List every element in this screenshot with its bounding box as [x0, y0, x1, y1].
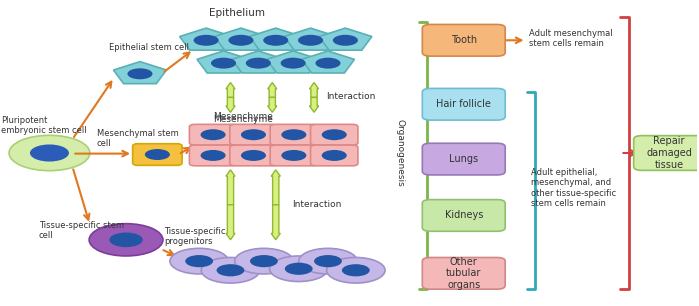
Circle shape	[241, 150, 266, 161]
Polygon shape	[232, 51, 284, 73]
Circle shape	[217, 264, 245, 276]
Polygon shape	[180, 28, 233, 50]
Text: Tissue-specific stem
cell: Tissue-specific stem cell	[39, 221, 124, 241]
Circle shape	[322, 129, 347, 140]
FancyBboxPatch shape	[189, 145, 237, 166]
FancyBboxPatch shape	[422, 257, 505, 289]
Circle shape	[280, 58, 305, 69]
Polygon shape	[266, 51, 319, 73]
Circle shape	[314, 255, 342, 267]
Text: Adult epithelial,
mesenchymal, and
other tissue-specific
stem cells remain: Adult epithelial, mesenchymal, and other…	[531, 168, 617, 208]
FancyArrow shape	[226, 205, 235, 240]
Circle shape	[315, 58, 340, 69]
Text: Pluripotent
embryonic stem cell: Pluripotent embryonic stem cell	[1, 116, 87, 135]
FancyArrow shape	[226, 170, 235, 205]
Circle shape	[241, 129, 266, 140]
Text: Mesenchyme: Mesenchyme	[213, 115, 273, 124]
Text: Kidneys: Kidneys	[445, 211, 483, 220]
Polygon shape	[250, 28, 302, 50]
Circle shape	[229, 35, 254, 46]
FancyBboxPatch shape	[189, 124, 237, 145]
Circle shape	[264, 35, 288, 46]
Polygon shape	[215, 28, 268, 50]
Circle shape	[201, 129, 226, 140]
Circle shape	[322, 150, 347, 161]
Circle shape	[170, 248, 229, 274]
Text: Other
tubular
organs: Other tubular organs	[446, 257, 482, 290]
Circle shape	[201, 257, 260, 283]
FancyBboxPatch shape	[271, 124, 317, 145]
FancyBboxPatch shape	[422, 88, 505, 120]
FancyArrow shape	[310, 83, 319, 97]
Text: Organogenesis: Organogenesis	[396, 119, 405, 187]
Text: Epithelium: Epithelium	[210, 8, 266, 18]
Circle shape	[298, 248, 357, 274]
FancyArrow shape	[271, 205, 280, 240]
Circle shape	[326, 257, 385, 283]
Circle shape	[211, 58, 236, 69]
Circle shape	[250, 255, 278, 267]
Polygon shape	[319, 28, 372, 50]
Text: Adult mesenchymal
stem cells remain: Adult mesenchymal stem cells remain	[528, 29, 612, 48]
Text: Mesenchymal stem
cell: Mesenchymal stem cell	[96, 129, 178, 148]
Circle shape	[201, 150, 226, 161]
FancyBboxPatch shape	[310, 124, 358, 145]
Circle shape	[89, 224, 163, 256]
FancyArrow shape	[310, 97, 319, 112]
Text: Lungs: Lungs	[449, 154, 478, 164]
FancyBboxPatch shape	[230, 124, 277, 145]
FancyBboxPatch shape	[634, 136, 699, 170]
Text: Epithelial stem cell: Epithelial stem cell	[108, 43, 189, 52]
FancyBboxPatch shape	[230, 145, 277, 166]
Text: Hair follicle: Hair follicle	[436, 99, 491, 109]
FancyArrow shape	[271, 170, 280, 205]
Circle shape	[281, 129, 306, 140]
Polygon shape	[301, 51, 354, 73]
Circle shape	[9, 135, 90, 171]
Circle shape	[30, 144, 69, 162]
FancyBboxPatch shape	[133, 144, 182, 165]
FancyBboxPatch shape	[310, 145, 358, 166]
Circle shape	[185, 255, 213, 267]
FancyBboxPatch shape	[271, 145, 317, 166]
FancyBboxPatch shape	[422, 200, 505, 231]
Circle shape	[333, 35, 358, 46]
FancyBboxPatch shape	[422, 24, 505, 56]
Circle shape	[145, 149, 170, 160]
Circle shape	[270, 256, 328, 282]
Text: Repair
damaged
tissue: Repair damaged tissue	[647, 136, 692, 170]
Circle shape	[298, 35, 323, 46]
Polygon shape	[284, 28, 337, 50]
Circle shape	[246, 58, 271, 69]
Polygon shape	[197, 51, 250, 73]
Text: Tooth: Tooth	[451, 35, 477, 45]
Text: Tissue-specific
progenitors: Tissue-specific progenitors	[164, 227, 226, 246]
FancyArrow shape	[268, 97, 277, 112]
Circle shape	[342, 264, 370, 276]
Circle shape	[194, 35, 219, 46]
Circle shape	[109, 233, 143, 247]
Text: Mesenchyme: Mesenchyme	[213, 112, 273, 121]
Text: Interaction: Interaction	[291, 200, 341, 209]
Circle shape	[235, 248, 293, 274]
Circle shape	[281, 150, 306, 161]
Circle shape	[284, 263, 312, 275]
Polygon shape	[113, 62, 166, 84]
Text: Interaction: Interaction	[326, 92, 376, 101]
FancyArrow shape	[226, 83, 235, 97]
FancyBboxPatch shape	[422, 143, 505, 175]
Circle shape	[127, 68, 152, 79]
FancyArrow shape	[226, 97, 235, 112]
FancyArrow shape	[268, 83, 277, 97]
